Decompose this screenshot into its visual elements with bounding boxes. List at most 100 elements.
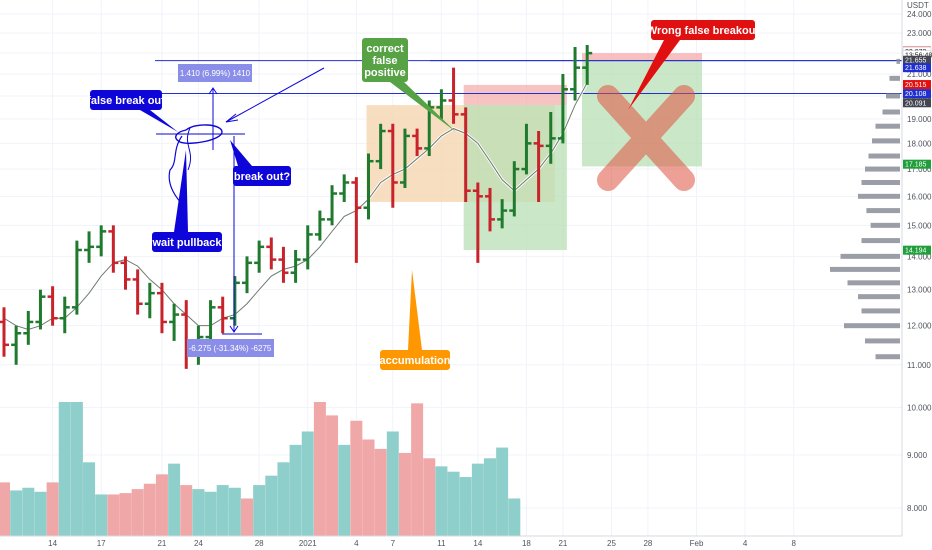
breakout-ellipse [175, 124, 223, 144]
svg-text:1.410 (6.99%) 1410: 1.410 (6.99%) 1410 [180, 69, 251, 78]
volume-bar [143, 483, 156, 536]
time-tick: 25 [607, 539, 616, 548]
price-tick: 19.000 [907, 115, 932, 124]
callout-text: wait pullback [151, 237, 222, 249]
ohlc-bar [132, 269, 143, 315]
ohlc-bar [84, 231, 95, 263]
time-tick: 4 [354, 539, 359, 548]
price-tag: 20.091 [903, 98, 931, 108]
volume-profile-row [868, 153, 900, 159]
volume-profile-row [875, 354, 900, 360]
callout-text: positive [364, 67, 406, 79]
ohlc-bar [314, 210, 325, 241]
price-tag: 21.638 [903, 63, 931, 73]
price-tick: 10.000 [907, 404, 932, 413]
volume-profile-row [865, 166, 900, 172]
drawings[interactable]: 1.410 (6.99%) 1410 -6.275 (-31.34%) -6275 [156, 64, 325, 357]
ohlc-bar [0, 307, 9, 357]
time-tick: 4 [743, 539, 748, 548]
time-tick: 8 [792, 539, 797, 548]
callout-text: false break out [87, 95, 165, 107]
time-tick: 14 [473, 539, 482, 548]
svg-text:-6.275 (-31.34%) -6275: -6.275 (-31.34%) -6275 [189, 344, 272, 353]
volume-bars [0, 402, 521, 536]
callout-tail [408, 270, 422, 350]
volume-bar [22, 487, 35, 536]
callout-tail [230, 140, 252, 166]
volume-bar [277, 462, 290, 536]
volume-profile-row [830, 266, 900, 272]
volume-bar [301, 431, 314, 536]
time-tick: 21 [558, 539, 567, 548]
ohlc-bar [570, 47, 581, 101]
volume-bar [435, 466, 448, 536]
volume-bar [70, 402, 83, 536]
ohlc-bar [363, 153, 374, 220]
ohlc-bar [351, 177, 362, 263]
time-tick: 21 [157, 539, 166, 548]
volume-bar [0, 482, 10, 536]
candles[interactable] [0, 45, 593, 369]
volume-profile-row [865, 338, 900, 344]
ohlc-bar [71, 240, 82, 315]
ohlc-bar [521, 123, 532, 175]
ohlc-bar [120, 256, 131, 290]
volume-profile-row [889, 75, 900, 81]
ohlc-bar [266, 237, 277, 270]
volume-bar [484, 458, 496, 536]
volume-bar [362, 439, 375, 536]
ohlc-bar [327, 185, 338, 226]
volume-bar [338, 444, 351, 536]
freehand-sketch [168, 135, 185, 207]
currency-label: USDT [907, 1, 929, 10]
volume-profile-row [861, 238, 900, 244]
price-tag-box [903, 80, 931, 90]
trend-arrow [225, 67, 325, 123]
volume-bar [241, 498, 253, 536]
volume-bar [253, 485, 266, 536]
horizontal-levels[interactable] [155, 60, 902, 95]
wrong-stop-zone [582, 53, 702, 62]
volume-bar [471, 463, 484, 536]
ohlc-bar [169, 303, 180, 341]
volume-bar [34, 491, 47, 536]
wait-pullback-callout: wait pullback [151, 150, 222, 252]
price-tag-label: 21.638 [905, 65, 927, 72]
callout-tail [140, 110, 178, 132]
callouts[interactable]: false break out break out? wait pullback co… [87, 20, 759, 370]
false-break-out-callout: false break out [87, 90, 178, 132]
ohlc-bar [460, 107, 471, 202]
wrong-false-breakout-callout: Wrong false breakout [628, 20, 759, 110]
volume-bar [423, 458, 436, 536]
time-tick: 18 [522, 539, 531, 548]
ohlc-bar [497, 199, 508, 229]
arrowhead [225, 113, 239, 123]
price-tag: 20.515 [903, 80, 931, 90]
time-tick: 17 [97, 539, 106, 548]
volume-bar [459, 477, 472, 536]
volume-profile-row [870, 222, 900, 228]
price-tick: 9.000 [907, 451, 928, 460]
price-tag-label: 20.515 [905, 82, 927, 89]
stop-zone [463, 84, 567, 106]
ohlc-bar [23, 310, 34, 345]
volume-bar [95, 494, 108, 536]
price-tick: 12.000 [907, 322, 932, 331]
callout-text: false [372, 55, 397, 67]
price-tick: 18.000 [907, 139, 932, 148]
price-tags: 22.10222.07313:56:4821.65521.63820.51520… [902, 46, 932, 255]
price-tag-label: 20.091 [905, 100, 927, 107]
time-tick: 14 [48, 539, 57, 548]
ohlc-bar [412, 128, 423, 157]
price-tag: 20.108 [903, 89, 931, 99]
ohlc-bar [545, 112, 556, 164]
ohlc-bar [448, 67, 459, 124]
time-tick: 28 [643, 539, 652, 548]
ohlc-bar [485, 187, 495, 232]
volume-bar [411, 403, 424, 536]
ohlc-bar [96, 225, 107, 257]
volume-bar [447, 471, 460, 536]
